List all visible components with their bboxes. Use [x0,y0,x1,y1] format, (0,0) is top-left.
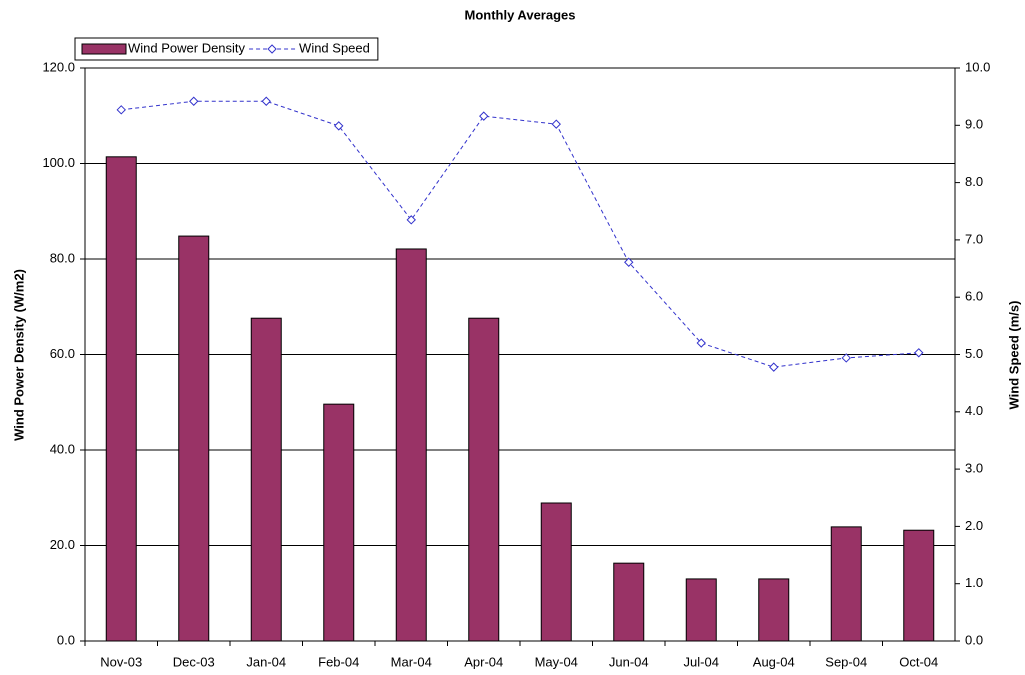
line [121,100,919,368]
marker [551,119,561,129]
marker [189,96,199,106]
bar [685,578,717,642]
marker [841,353,851,363]
x-tick-label: Aug-04 [753,654,795,669]
y-tick-label: 100.0 [42,155,75,170]
legend-label: Wind Speed [299,40,370,55]
bar [613,562,645,642]
bar [540,502,572,642]
bar [903,529,935,642]
x-tick-label: Jun-04 [609,654,649,669]
bar [830,526,862,642]
legend-marker [267,44,277,54]
x-tick-label: Sep-04 [825,654,867,669]
y2-tick-label: 3.0 [965,461,983,476]
y2-tick-label: 9.0 [965,117,983,132]
y-tick-label: 80.0 [50,250,75,265]
bar [178,235,210,642]
x-tick-label: Jul-04 [684,654,719,669]
y2-tick-label: 0.0 [965,632,983,647]
y2-tick-label: 2.0 [965,518,983,533]
y2-tick-label: 6.0 [965,289,983,304]
marker [624,257,634,267]
marker [261,96,271,106]
y2-tick-label: 10.0 [965,59,990,74]
x-tick-label: Apr-04 [464,654,503,669]
y-tick-label: 0.0 [57,632,75,647]
x-tick-label: Nov-03 [100,654,142,669]
y-tick-label: 40.0 [50,441,75,456]
bar [758,578,790,642]
y2-tick-label: 1.0 [965,575,983,590]
legend [74,37,379,61]
legend-label: Wind Power Density [128,40,246,55]
bar [323,403,355,642]
y2-tick-label: 7.0 [965,231,983,246]
marker [769,362,779,372]
bar [395,248,427,642]
x-tick-label: Jan-04 [246,654,286,669]
y2-axis-label: Wind Speed (m/s) [1006,301,1021,410]
x-tick-label: Oct-04 [899,654,938,669]
bar [468,317,500,642]
chart-title: Monthly Averages [464,7,575,22]
x-tick-label: Feb-04 [318,654,359,669]
marker [116,105,126,115]
x-tick-label: Mar-04 [391,654,432,669]
marker [696,338,706,348]
y-tick-label: 60.0 [50,346,75,361]
y2-tick-label: 4.0 [965,403,983,418]
bar [250,317,282,642]
y-tick-label: 120.0 [42,59,75,74]
marker [479,111,489,121]
y2-tick-label: 8.0 [965,174,983,189]
bar [105,156,137,642]
marker [406,215,416,225]
x-tick-label: May-04 [535,654,578,669]
marker [334,121,344,131]
marker [914,348,924,358]
y2-tick-label: 5.0 [965,346,983,361]
legend-swatch [81,43,127,55]
x-tick-label: Dec-03 [173,654,215,669]
y-axis-label: Wind Power Density (W/m2) [11,269,26,441]
y-tick-label: 20.0 [50,537,75,552]
